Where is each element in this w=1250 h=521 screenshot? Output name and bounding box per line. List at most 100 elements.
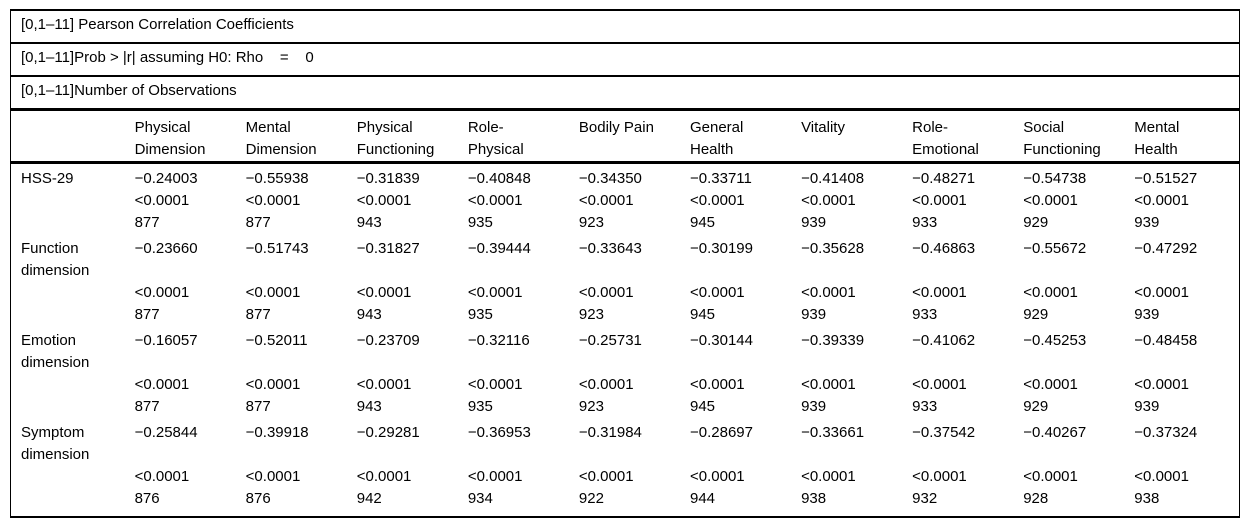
text-line: −0.23660 bbox=[134, 239, 198, 257]
text-line: −0.55938 bbox=[245, 169, 309, 187]
text-line: Role- bbox=[912, 118, 948, 136]
stat-cell-row1-col6: −0.35628 <0.0001 939 bbox=[795, 234, 906, 326]
text-line: 932 bbox=[912, 489, 938, 507]
text-line: <0.0001 bbox=[245, 283, 301, 301]
stat-cell-row3-col0: −0.25844 <0.0001 876 bbox=[129, 418, 240, 517]
text-line: dimension bbox=[21, 353, 90, 371]
row-label: Function dimension bbox=[11, 234, 129, 326]
text-line bbox=[468, 444, 569, 466]
text-line: −0.34350 bbox=[578, 169, 642, 187]
table-body: HSS-29 −0.24003 <0.0001 877 −0.55938 <0.0001 8… bbox=[11, 162, 1240, 517]
column-header-physical-functioning: Physical Functioning bbox=[350, 109, 462, 164]
text-line bbox=[468, 260, 569, 282]
text-line bbox=[135, 260, 236, 282]
table-row-function-dimension: Function dimension −0.23660 <0.0001 877 −0.51… bbox=[11, 234, 1240, 326]
stat-cell-row0-col9: −0.51527 <0.0001 939 bbox=[1128, 162, 1239, 234]
stat-cell-row3-col1: −0.39918 <0.0001 876 bbox=[240, 418, 351, 517]
text-line: Health bbox=[1134, 140, 1178, 158]
stat-cell-row0-col3: −0.40848 <0.0001 935 bbox=[462, 162, 573, 234]
text-line: 877 bbox=[245, 305, 271, 323]
text-line: 938 bbox=[801, 489, 827, 507]
text-line: 928 bbox=[1023, 489, 1049, 507]
text-line: −0.51743 bbox=[245, 239, 309, 257]
text-line: 877 bbox=[245, 213, 271, 231]
text-line bbox=[801, 352, 902, 374]
text-line: 944 bbox=[689, 489, 716, 507]
stat-cell-row1-col5: −0.30199 <0.0001 945 bbox=[684, 234, 795, 326]
text-line: Physical bbox=[134, 118, 191, 136]
text-line: −0.52011 bbox=[245, 331, 308, 349]
text-line: 876 bbox=[245, 489, 271, 507]
stat-cell-row2-col3: −0.32116 <0.0001 935 bbox=[462, 326, 573, 418]
stat-cell-row3-col5: −0.28697 <0.0001 944 bbox=[684, 418, 795, 517]
stat-cell-row0-col8: −0.54738 <0.0001 929 bbox=[1017, 162, 1128, 234]
text-line bbox=[1023, 352, 1124, 374]
text-line bbox=[357, 444, 458, 466]
text-line: 922 bbox=[578, 489, 604, 507]
text-line: Dimension bbox=[245, 140, 317, 158]
text-line: Emotional bbox=[912, 140, 979, 158]
text-line: −0.48271 bbox=[912, 169, 976, 187]
stat-cell-row0-col2: −0.31839 <0.0001 943 bbox=[351, 162, 462, 234]
stat-cell-row2-col4: −0.25731 <0.0001 923 bbox=[573, 326, 684, 418]
text-line: <0.0001 bbox=[356, 283, 412, 301]
text-line: 938 bbox=[1134, 489, 1160, 507]
text-line: <0.0001 bbox=[689, 191, 745, 209]
text-line: −0.39444 bbox=[467, 239, 531, 257]
text-line: −0.33661 bbox=[801, 423, 865, 441]
text-line: 939 bbox=[1134, 305, 1160, 323]
column-header-role-emotional: Role- Emotional bbox=[906, 109, 1018, 164]
text-line: <0.0001 bbox=[578, 191, 634, 209]
text-line: 876 bbox=[134, 489, 160, 507]
text-line: −0.16057 bbox=[134, 331, 198, 349]
text-line: 929 bbox=[1023, 397, 1049, 415]
text-line bbox=[1023, 444, 1124, 466]
table-row-symptom-dimension: Symptom dimension −0.25844 <0.0001 876 −0.399… bbox=[11, 418, 1240, 517]
text-line: −0.36953 bbox=[467, 423, 531, 441]
text-line: Dimension bbox=[134, 140, 206, 158]
text-line: 942 bbox=[356, 489, 382, 507]
stat-cell-row1-col3: −0.39444 <0.0001 935 bbox=[462, 234, 573, 326]
text-line: Emotion bbox=[21, 331, 77, 349]
stat-cell-row2-col7: −0.41062 <0.0001 933 bbox=[906, 326, 1017, 418]
text-line: <0.0001 bbox=[578, 375, 634, 393]
stat-cell-row3-col8: −0.40267 <0.0001 928 bbox=[1017, 418, 1128, 517]
text-line: −0.39918 bbox=[245, 423, 309, 441]
stat-cell-row1-col2: −0.31827 <0.0001 943 bbox=[351, 234, 462, 326]
text-line: −0.31827 bbox=[356, 239, 420, 257]
text-line: <0.0001 bbox=[356, 467, 412, 485]
title-row-prob: [0,1–11]Prob > |r| assuming H0: Rho = 0 bbox=[10, 43, 1240, 77]
stat-cell-row2-col2: −0.23709 <0.0001 943 bbox=[351, 326, 462, 418]
text-line: 933 bbox=[912, 213, 938, 231]
text-line: 923 bbox=[578, 213, 604, 231]
text-line bbox=[1134, 260, 1235, 282]
text-line: −0.31984 bbox=[578, 423, 642, 441]
text-line: −0.41408 bbox=[801, 169, 865, 187]
text-line: 939 bbox=[1134, 397, 1160, 415]
text-line: <0.0001 bbox=[1134, 375, 1189, 393]
title-row-pearson: [0,1–11] Pearson Correlation Coefficient… bbox=[10, 10, 1240, 44]
text-line: 935 bbox=[467, 397, 493, 415]
text-line: <0.0001 bbox=[578, 467, 634, 485]
text-line: <0.0001 bbox=[912, 191, 967, 209]
text-line bbox=[357, 260, 458, 282]
text-line: −0.40848 bbox=[467, 169, 531, 187]
stat-cell-row3-col2: −0.29281 <0.0001 942 bbox=[351, 418, 462, 517]
text-line: <0.0001 bbox=[134, 283, 190, 301]
text-line: −0.40267 bbox=[1023, 423, 1087, 441]
text-line bbox=[912, 352, 1013, 374]
text-line bbox=[579, 139, 680, 161]
text-line: 939 bbox=[1134, 213, 1160, 231]
text-line: <0.0001 bbox=[801, 467, 856, 485]
text-line: 877 bbox=[245, 397, 271, 415]
text-line: Function bbox=[21, 239, 79, 257]
text-line: −0.28697 bbox=[689, 423, 753, 441]
column-header-social-functioning: Social Functioning bbox=[1017, 109, 1129, 164]
text-line: Symptom bbox=[21, 423, 85, 441]
column-header-bodily-pain: Bodily Pain bbox=[572, 109, 684, 164]
row-label: Symptom dimension bbox=[11, 418, 129, 517]
text-line bbox=[135, 352, 236, 374]
stat-cell-row1-col0: −0.23660 <0.0001 877 bbox=[129, 234, 240, 326]
column-header-vitality: Vitality bbox=[795, 109, 907, 164]
text-line: <0.0001 bbox=[1134, 191, 1189, 209]
